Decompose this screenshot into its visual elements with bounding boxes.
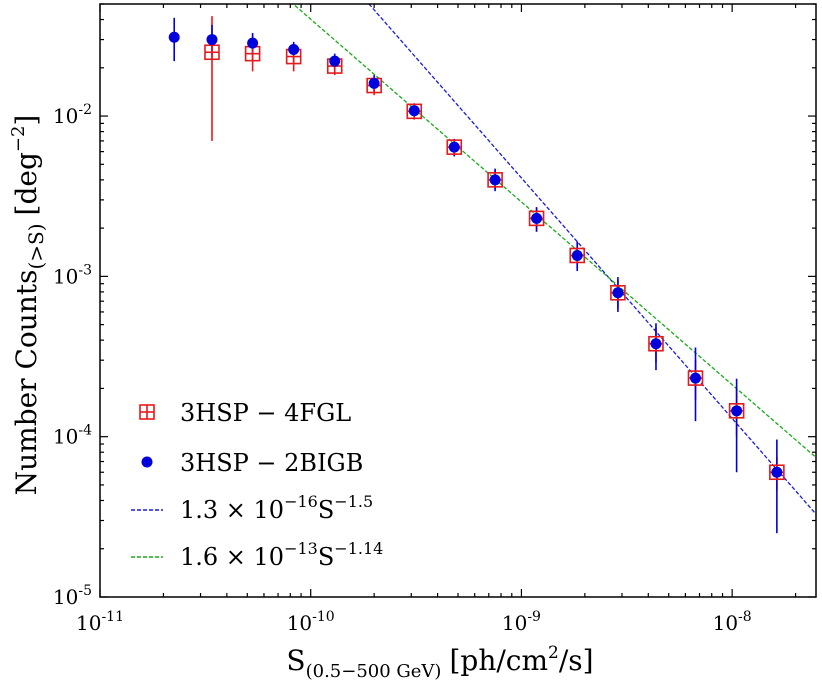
- y-tick-label: 10-5: [53, 583, 92, 609]
- bigb-point: [448, 141, 460, 153]
- y-tick-label: 10-2: [53, 102, 92, 128]
- bigb-point: [612, 287, 624, 299]
- legend-label-4fgl: 3HSP − 4FGL: [180, 399, 351, 427]
- bigb-point: [571, 249, 583, 261]
- bigb-point: [329, 55, 341, 67]
- bigb-point: [771, 466, 783, 478]
- bigb-point: [288, 44, 300, 56]
- bigb-point: [531, 212, 543, 224]
- legend-entry-2bigb: 3HSP − 2BIGB: [141, 449, 363, 477]
- fgl-point: [204, 44, 220, 61]
- x-tick-label: 10-8: [713, 609, 752, 635]
- legend-label-fit-1: 1.3 × 10−16S−1.5: [180, 492, 373, 524]
- bigb-point: [368, 77, 380, 89]
- legend-marker-2bigb: [141, 456, 153, 468]
- legend-entry-4fgl: 3HSP − 4FGL: [139, 399, 351, 427]
- fit-lines: [292, 4, 816, 515]
- bigb-point: [731, 405, 743, 417]
- bigb-point: [206, 34, 218, 46]
- bigb-point: [408, 105, 420, 117]
- fit-line-2: [292, 4, 816, 458]
- y-tick-label: 10-3: [53, 262, 92, 288]
- bigb-point: [689, 372, 701, 384]
- bigb-point: [247, 37, 259, 49]
- y-axis-title: Number Counts(>S)[deg−2]: [8, 115, 48, 496]
- legend-entry-fit-2: 1.6 × 10−13S−1.14: [131, 539, 383, 571]
- y-tick-label: 10-4: [53, 423, 92, 449]
- data-markers: [168, 31, 785, 481]
- legend-label-fit-2: 1.6 × 10−13S−1.14: [180, 539, 383, 571]
- legend: 3HSP − 4FGL 3HSP − 2BIGB 1.3 × 10−16S−1.…: [131, 399, 383, 571]
- axis-ticks: 10-11 10-10 10-9 10-8 10-5 10-4 10-3 10-2: [53, 3, 816, 635]
- legend-entry-fit-1: 1.3 × 10−16S−1.5: [131, 492, 373, 524]
- bigb-point: [489, 174, 501, 186]
- bigb-point: [650, 338, 662, 350]
- x-tick-label: 10-11: [76, 609, 124, 635]
- x-tick-label: 10-10: [287, 609, 335, 635]
- legend-label-2bigb: 3HSP − 2BIGB: [180, 449, 363, 477]
- x-tick-label: 10-9: [502, 609, 541, 635]
- fgl-point: [244, 45, 261, 62]
- fit-line-1: [368, 4, 816, 515]
- bigb-point: [168, 31, 180, 43]
- x-axis-title: S(0.5−500 GeV) [ph/cm2/s]: [286, 643, 593, 682]
